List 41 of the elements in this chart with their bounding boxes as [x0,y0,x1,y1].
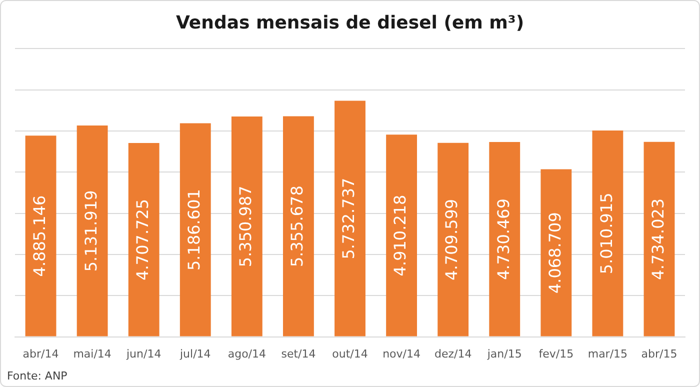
bar [592,130,624,336]
x-tick-label: mai/14 [73,347,112,360]
bar [76,126,108,336]
data-label: 5.131.919 [81,190,100,272]
data-label: 5.186.601 [184,189,204,270]
bar [644,142,675,336]
bar [25,136,56,336]
x-tick-label: dez/14 [434,347,472,360]
data-label: 4.707.725 [133,198,152,280]
data-label: 4.734.023 [648,198,668,280]
bar [489,142,520,336]
x-tick-label: abr/14 [22,347,59,360]
data-label: 4.910.218 [390,194,410,276]
x-tick-label: jan/15 [486,347,522,360]
data-label: 4.730.469 [494,198,513,280]
x-tick-label: abr/15 [641,347,678,360]
x-tick-label: ago/14 [228,347,266,360]
bar [231,116,262,336]
x-tick-label: out/14 [332,347,368,360]
x-tick-label: mar/15 [588,347,628,360]
bar [128,142,160,336]
x-tick-label: fev/15 [538,347,574,360]
data-label: 5.355.678 [288,186,307,268]
x-tick-label: jul/14 [178,347,211,360]
data-label: 4.885.146 [30,195,49,277]
bar [540,169,572,336]
x-tick-label: nov/14 [382,347,420,360]
x-tick-label: set/14 [281,347,316,360]
source-note: Fonte: ANP [7,369,68,382]
bar [283,116,314,336]
data-label: 5.010.915 [596,192,616,274]
bar [386,134,417,336]
chart-title: Vendas mensais de diesel (em m³) [176,12,524,34]
data-label: 5.350.987 [236,186,256,268]
bar [334,100,366,336]
bar [180,123,211,336]
data-label: 4.709.599 [442,198,462,280]
data-label: 4.068.709 [545,212,564,294]
bar [438,142,469,336]
x-tick-label: jun/14 [125,347,162,360]
data-label: 5.732.737 [339,178,358,260]
